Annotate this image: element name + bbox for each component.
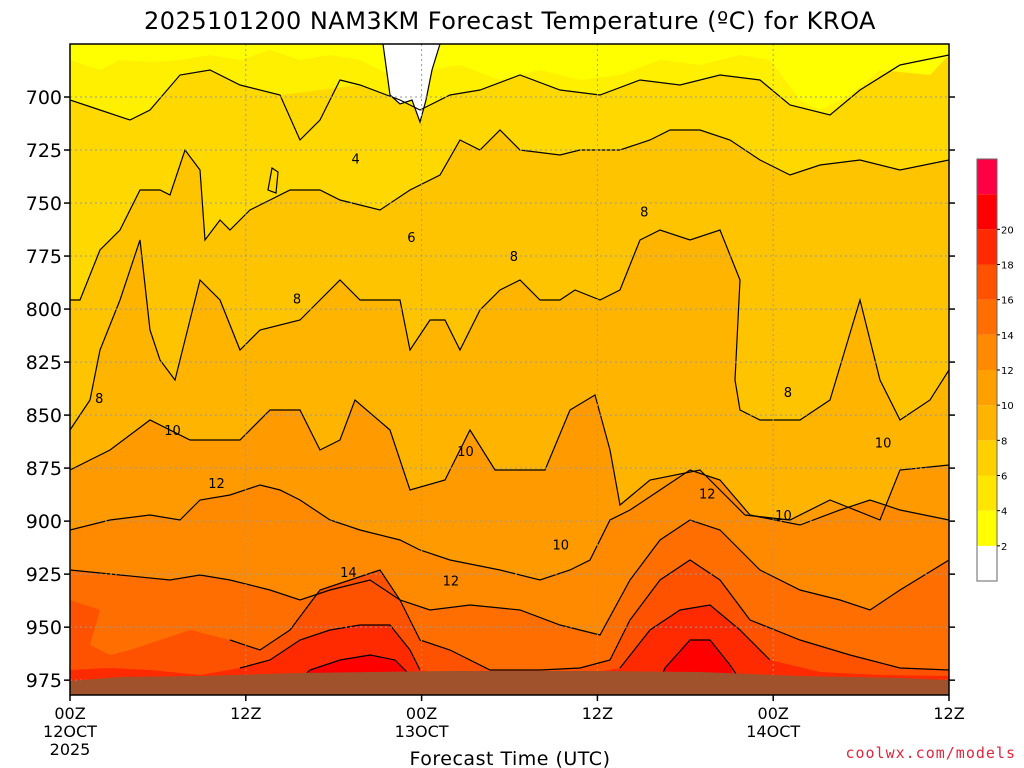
colorbar-label: 6 <box>1001 472 1007 483</box>
y-axis: 700 725 750 775 800 825 850 875 900 925 950 975 <box>26 87 955 692</box>
contour-line <box>70 469 949 581</box>
colorbar-segment <box>977 264 997 300</box>
chart-title: 2025101200 NAM3KM Forecast Temperature (… <box>144 7 876 35</box>
contour-label: 12 <box>699 488 716 503</box>
colorbar-segment <box>977 299 997 335</box>
colorbar-segment <box>977 334 997 370</box>
contour-label: 10 <box>164 424 181 439</box>
x-tick-label: 00Z <box>54 704 85 723</box>
contour-line <box>70 129 949 301</box>
colorbar-label: 10 <box>1001 401 1014 412</box>
y-tick-label: 950 <box>26 617 62 639</box>
colorbar-segment <box>977 510 997 546</box>
colorbar-segment <box>977 545 997 581</box>
x-tick-label: 12Z <box>582 704 613 723</box>
y-tick-label: 775 <box>26 246 62 268</box>
x-tick-label: 12Z <box>230 704 261 723</box>
colorbar-segment <box>977 440 997 476</box>
colorbar-segment <box>977 405 997 441</box>
y-tick-label: 925 <box>26 564 62 586</box>
contour-label: 8 <box>784 386 792 401</box>
y-tick-label: 850 <box>26 405 62 427</box>
terrain-strip <box>70 671 949 695</box>
contour-line <box>229 559 949 671</box>
contour-label: 8 <box>640 206 648 221</box>
y-tick-label: 975 <box>26 670 62 692</box>
contour-label: 10 <box>775 509 792 524</box>
x-tick-label: 00Z <box>758 704 789 723</box>
x-tick-label: 12Z <box>933 704 964 723</box>
contour-labels: 4 6 8 8 8 8 8 10 10 10 10 10 12 12 12 14 <box>95 153 891 590</box>
colorbar-label: 18 <box>1001 261 1014 272</box>
contour-label: 14 <box>340 566 357 581</box>
contour-label: 8 <box>95 392 103 407</box>
band-fill-below-2 <box>383 44 440 122</box>
x-tick-label: 00Z <box>406 704 437 723</box>
x-tick-date-label: 12OCT <box>43 722 97 741</box>
plot-area <box>70 44 949 695</box>
y-tick-label: 800 <box>26 299 62 321</box>
contour-label: 10 <box>875 437 892 452</box>
y-tick-label: 900 <box>26 511 62 533</box>
contour-label: 8 <box>293 292 301 307</box>
credit-text: coolwx.com/models <box>845 744 1016 762</box>
y-tick-label: 750 <box>26 193 62 215</box>
contour-line <box>70 519 949 636</box>
colorbar-label: 20 <box>1001 225 1014 236</box>
colorbar-segment <box>977 229 997 265</box>
contour-label: 6 <box>407 231 415 246</box>
contour-line <box>299 639 741 681</box>
colorbar-segment <box>977 475 997 511</box>
colorbar-label: 14 <box>1001 331 1014 342</box>
x-tick-date-label: 13OCT <box>395 722 449 741</box>
contour-line <box>267 166 279 194</box>
contour-label: 10 <box>553 538 570 553</box>
colorbar-label: 4 <box>1001 507 1007 518</box>
y-tick-label: 875 <box>26 458 62 480</box>
contour-label: 10 <box>457 445 474 460</box>
contour-line <box>382 44 441 124</box>
contour-label: 8 <box>510 250 518 265</box>
contour-label: 12 <box>208 477 225 492</box>
x-axis-label: Forecast Time (UTC) <box>410 748 611 768</box>
colorbar-segment <box>977 194 997 230</box>
contour-line <box>70 229 949 431</box>
colorbar-label: 8 <box>1001 436 1007 447</box>
plot-frame <box>69 43 950 696</box>
colorbar-label: 16 <box>1001 296 1014 307</box>
band-fill-4-6 <box>70 44 949 120</box>
x-tick-year-label: 2025 <box>50 740 91 759</box>
colorbar-label: 12 <box>1001 366 1014 377</box>
band-fill-6-8 <box>70 44 949 300</box>
y-tick-label: 700 <box>26 87 62 109</box>
y-tick-label: 825 <box>26 352 62 374</box>
colorbar-segment <box>977 159 997 195</box>
colorbar-segment <box>977 370 997 406</box>
y-tick-label: 725 <box>26 140 62 162</box>
colorbar: 2 4 6 8 10 12 14 16 18 20 <box>976 158 1014 582</box>
contour-lines <box>70 44 949 681</box>
x-tick-date-label: 14OCT <box>746 722 800 741</box>
band-fill-2-4 <box>70 44 949 110</box>
contour-label: 12 <box>443 574 460 589</box>
contour-label: 4 <box>352 153 360 168</box>
colorbar-label: 2 <box>1001 542 1007 553</box>
contour-line <box>70 54 949 142</box>
